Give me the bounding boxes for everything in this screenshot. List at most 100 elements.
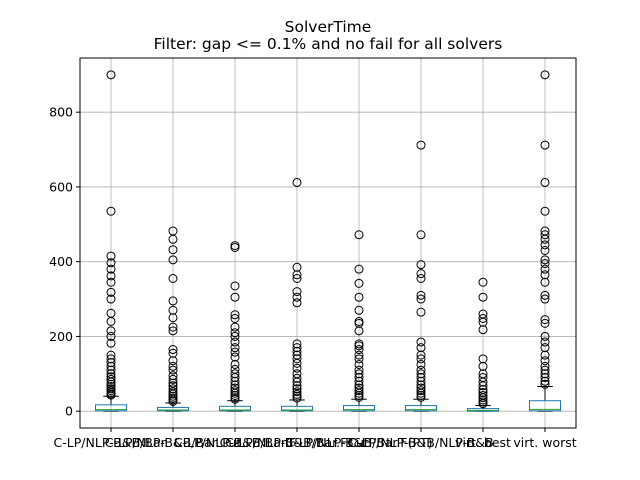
outlier-point [540, 255, 550, 265]
outlier-point [168, 396, 178, 406]
outlier-point [416, 274, 426, 284]
y-tick-label: 400 [49, 254, 73, 269]
outlier-point [106, 264, 116, 274]
outlier-point [106, 390, 116, 400]
outlier-point [416, 337, 426, 347]
outlier-point [168, 255, 178, 265]
outlier-point [230, 383, 240, 393]
outlier-point [168, 322, 178, 332]
outlier-point [416, 354, 426, 364]
outlier-point [106, 338, 116, 348]
plot-frame [79, 57, 577, 429]
outlier-point [416, 290, 426, 300]
outlier-point [540, 259, 550, 269]
outlier-point [230, 390, 240, 400]
outlier-point [230, 331, 240, 341]
outlier-point [106, 374, 116, 384]
outlier-point [354, 383, 364, 393]
outlier-point [540, 331, 550, 341]
outlier-point [416, 386, 426, 396]
x-tick-label: C-LP/NLP-B&B/Bar.FCut [225, 435, 369, 450]
outlier-point [168, 313, 178, 323]
outlier-point [106, 258, 116, 268]
outlier-point [540, 343, 550, 353]
outlier-point [106, 271, 116, 281]
outlier-point [540, 234, 550, 244]
outlier-point [106, 331, 116, 341]
outlier-point [354, 350, 364, 360]
x-tick-label: C-LP/NLP-B&B/Bar. [54, 435, 169, 450]
outlier-point [540, 277, 550, 287]
outlier-point [168, 374, 178, 384]
box-iqr [343, 405, 375, 412]
outlier-point [230, 388, 240, 398]
box-iqr [467, 408, 499, 412]
outlier-point [106, 251, 116, 261]
outlier-point [168, 356, 178, 366]
outlier-point [168, 348, 178, 358]
outlier-point [168, 378, 178, 388]
outlier-point [540, 379, 550, 389]
outlier-point [416, 343, 426, 353]
outlier-point [540, 270, 550, 280]
outlier-point [354, 388, 364, 398]
outlier-point [540, 376, 550, 386]
axes-layer: 0200400600800C-LP/NLP-B&B/Bar.C-LP/NLP-B… [49, 57, 577, 450]
outlier-point [106, 277, 116, 287]
outlier-point [292, 339, 302, 349]
box-iqr [529, 400, 561, 412]
outlier-point [106, 358, 116, 368]
outlier-point [354, 386, 364, 396]
outlier-point [416, 230, 426, 240]
outlier-point [354, 292, 364, 302]
outlier-point [354, 345, 364, 355]
outlier-point [354, 264, 364, 274]
outlier-point [292, 270, 302, 280]
outlier-point [540, 264, 550, 274]
outlier-point [354, 305, 364, 315]
outlier-point [168, 274, 178, 284]
y-tick-label: 200 [49, 329, 73, 344]
outlier-point [416, 307, 426, 317]
outlier-point [354, 392, 364, 402]
outlier-point [230, 281, 240, 291]
outlier-point [416, 269, 426, 279]
outlier-point [478, 277, 488, 287]
outlier-point [416, 140, 426, 150]
outlier-point [540, 318, 550, 328]
outlier-point [168, 361, 178, 371]
outlier-point [292, 177, 302, 187]
outlier-point [292, 358, 302, 368]
box-iqr [95, 404, 127, 412]
outlier-point [540, 361, 550, 371]
outlier-point [416, 376, 426, 386]
outlier-point [106, 70, 116, 80]
outlier-point [106, 350, 116, 360]
outlier-point [292, 377, 302, 387]
outlier-point [478, 325, 488, 335]
outlier-point [354, 318, 364, 328]
outlier-point [478, 381, 488, 391]
outlier-point [230, 242, 240, 252]
outlier-point [168, 305, 178, 315]
outlier-point [540, 140, 550, 150]
outlier-point [540, 290, 550, 300]
outlier-point [540, 177, 550, 187]
box-iqr [405, 405, 437, 412]
outlier-point [416, 365, 426, 375]
outlier-point [230, 347, 240, 357]
outlier-point [416, 359, 426, 369]
outlier-point [540, 294, 550, 304]
outlier-point [230, 310, 240, 320]
outlier-point [478, 387, 488, 397]
outlier-point [478, 377, 488, 387]
outlier-point [292, 292, 302, 302]
outlier-point [354, 341, 364, 351]
outlier-point [230, 352, 240, 362]
outlier-point [230, 328, 240, 338]
outlier-point [106, 326, 116, 336]
outlier-point [292, 373, 302, 383]
outlier-point [540, 373, 550, 383]
outlier-point [354, 354, 364, 364]
outlier-point [354, 230, 364, 240]
